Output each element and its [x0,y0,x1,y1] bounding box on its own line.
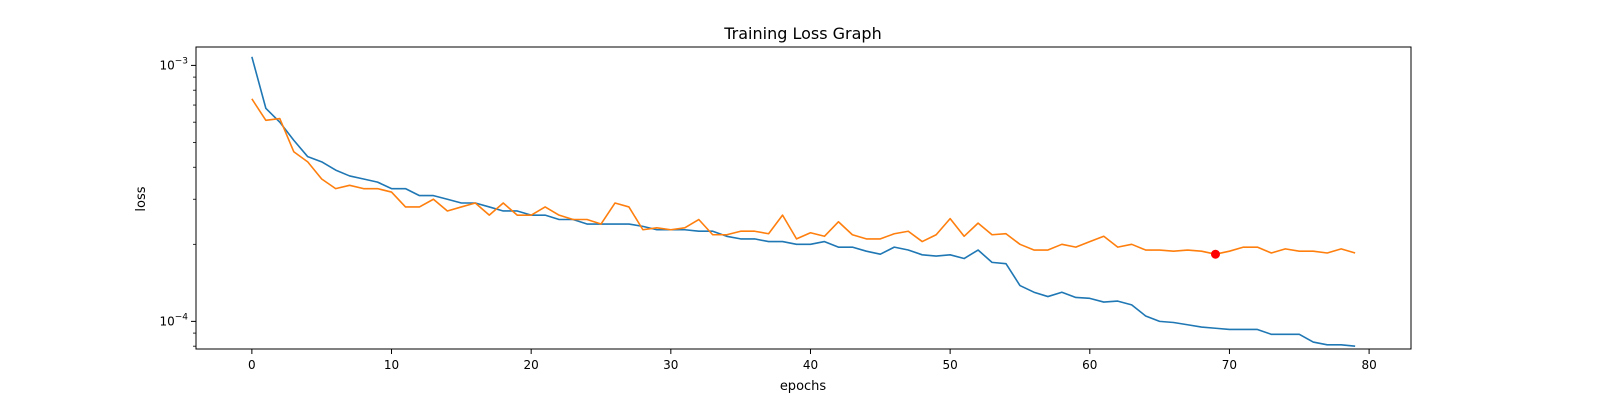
x-tick-label: 40 [803,358,818,372]
x-tick-label: 20 [524,358,539,372]
x-axis-label: epochs [780,379,827,394]
y-tick-label: 10−4 [159,312,188,328]
series-line-1 [251,56,1356,347]
plot-frame [195,46,1412,350]
x-tick-label: 0 [248,358,256,372]
x-tick-label: 60 [1082,358,1097,372]
x-tick-label: 50 [942,358,957,372]
best-epoch-marker [1210,249,1220,259]
series-line-2 [251,98,1356,255]
chart-title: Training Loss Graph [723,24,881,43]
x-tick-label: 30 [663,358,678,372]
y-axis-label: loss [134,186,149,211]
x-tick-label: 70 [1222,358,1237,372]
y-tick-label: 10−3 [159,56,188,72]
plot-area [251,56,1356,347]
x-tick-label: 80 [1361,358,1376,372]
x-tick-label: 10 [384,358,399,372]
